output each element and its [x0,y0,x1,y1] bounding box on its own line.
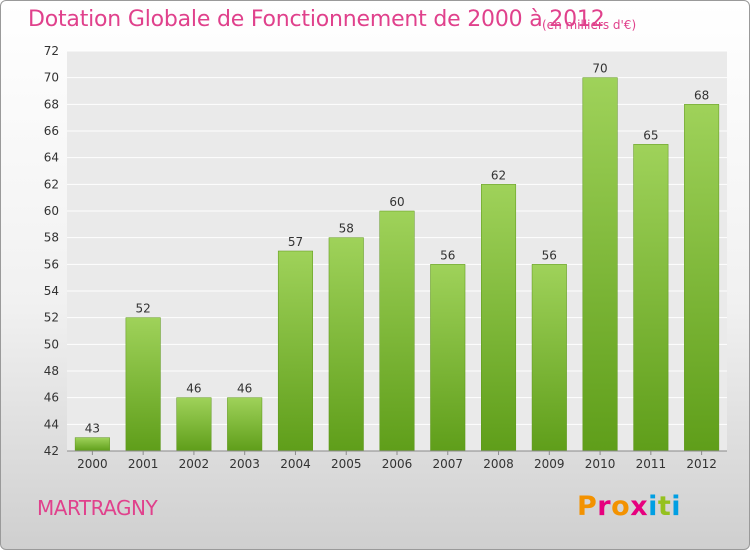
bar-2007 [430,264,466,452]
bar-2009 [531,264,567,452]
chart-subtitle: (en milliers d'€) [542,18,637,32]
x-tick-label: 2000 [77,457,108,471]
x-tick-label: 2006 [382,457,413,471]
x-tick-label: 2001 [128,457,159,471]
logo-letter: i [648,491,658,522]
value-label: 46 [237,382,252,396]
logo-letter: t [657,491,672,522]
value-label: 62 [491,168,506,182]
logo-letter: x [630,491,649,522]
bar-2004 [277,250,313,452]
chart-title: Dotation Globale de Fonctionnement de 20… [28,7,605,32]
x-tick-label: 2003 [229,457,260,471]
bar-2001 [125,317,161,452]
y-tick-label: 52 [44,311,59,325]
x-tick-label: 2011 [636,457,667,471]
bar-2008 [481,184,517,452]
bar-2005 [328,237,364,452]
y-tick-label: 54 [44,284,59,298]
bar-2012 [684,104,720,452]
proxiti-logo: Proxiti [577,491,681,522]
x-tick-label: 2002 [179,457,210,471]
bar-2000 [74,437,110,452]
y-tick-label: 58 [44,231,59,245]
y-tick-label: 44 [44,417,59,431]
bar-2003 [227,397,263,452]
value-label: 65 [643,128,658,142]
y-axis-ticks: 42 44 46 48 50 52 54 56 58 60 62 64 66 68 70 72 [44,44,59,458]
y-tick-label: 62 [44,177,59,191]
y-tick-label: 66 [44,124,59,138]
bar-2006 [379,210,415,452]
y-tick-label: 50 [44,337,59,351]
x-tick-label: 2010 [585,457,616,471]
value-label: 57 [288,235,303,249]
value-label: 56 [542,248,557,262]
logo-letter: P [577,491,598,522]
bar-2011 [633,144,669,452]
value-label: 58 [339,222,354,236]
value-label: 68 [694,88,709,102]
y-tick-label: 68 [44,97,59,111]
x-tick-label: 2005 [331,457,362,471]
y-tick-label: 72 [44,44,59,58]
x-axis-labels: 2000 2001 2002 2003 2004 2005 2006 2007 2008 2009… [77,451,717,471]
bar-2010 [582,77,618,452]
value-label: 43 [85,422,100,436]
x-tick-label: 2008 [483,457,514,471]
value-label: 46 [186,382,201,396]
y-tick-label: 46 [44,391,59,405]
commune-name: MARTRAGNY [37,496,158,520]
y-tick-label: 48 [44,364,59,378]
value-labels: 43 52 46 46 57 58 60 56 62 56 70 65 68 [85,62,710,436]
value-label: 70 [592,62,607,76]
y-tick-label: 42 [44,444,59,458]
bar-2002 [176,397,212,452]
y-tick-label: 60 [44,204,59,218]
logo-letter: r [597,491,612,522]
logo-letter: i [671,491,682,522]
y-tick-label: 56 [44,257,59,271]
value-label: 52 [136,302,151,316]
bars [74,77,720,452]
y-tick-label: 70 [44,71,59,85]
x-tick-label: 2009 [534,457,565,471]
value-label: 56 [440,248,455,262]
y-tick-label: 64 [44,151,59,165]
x-tick-label: 2007 [432,457,463,471]
value-label: 60 [389,195,404,209]
logo-letter: o [611,491,631,522]
x-tick-label: 2004 [280,457,311,471]
x-tick-label: 2012 [686,457,717,471]
